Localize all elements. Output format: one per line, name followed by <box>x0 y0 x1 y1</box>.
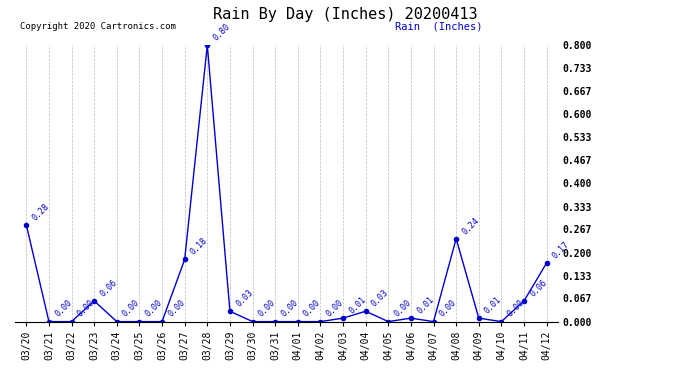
Text: 0.00: 0.00 <box>121 298 141 319</box>
Text: 0.17: 0.17 <box>551 240 571 260</box>
Text: 0.01: 0.01 <box>415 295 435 315</box>
Text: 0.00: 0.00 <box>279 298 300 319</box>
Text: 0.06: 0.06 <box>99 278 119 298</box>
Text: 0.00: 0.00 <box>257 298 277 319</box>
Text: 0.03: 0.03 <box>370 288 391 309</box>
Text: 0.06: 0.06 <box>529 278 549 298</box>
Text: 0.00: 0.00 <box>166 298 187 319</box>
Text: 0.24: 0.24 <box>460 215 481 236</box>
Text: 0.00: 0.00 <box>76 298 96 319</box>
Text: 0.00: 0.00 <box>506 298 526 319</box>
Text: 0.18: 0.18 <box>189 236 209 256</box>
Text: 0.00: 0.00 <box>393 298 413 319</box>
Text: 0.00: 0.00 <box>302 298 322 319</box>
Text: 0.00: 0.00 <box>324 298 345 319</box>
Text: 0.01: 0.01 <box>347 295 368 315</box>
Text: 0.00: 0.00 <box>144 298 164 319</box>
Text: 0.00: 0.00 <box>437 298 458 319</box>
Text: Rain  (Inches): Rain (Inches) <box>395 21 482 32</box>
Text: Rain By Day (Inches) 20200413: Rain By Day (Inches) 20200413 <box>213 8 477 22</box>
Text: Copyright 2020 Cartronics.com: Copyright 2020 Cartronics.com <box>21 22 177 32</box>
Text: 0.28: 0.28 <box>30 202 51 222</box>
Text: 0.01: 0.01 <box>483 295 504 315</box>
Text: 0.80: 0.80 <box>211 22 232 42</box>
Text: 0.00: 0.00 <box>53 298 74 319</box>
Text: 0.03: 0.03 <box>234 288 255 309</box>
